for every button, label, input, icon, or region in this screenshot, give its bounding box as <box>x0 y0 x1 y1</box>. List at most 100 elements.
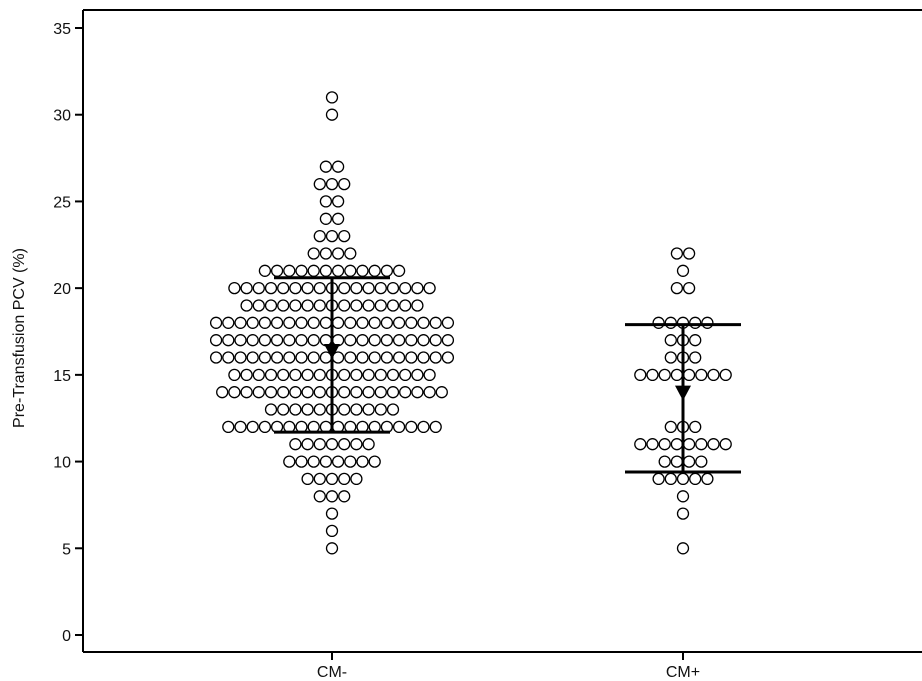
data-point <box>338 386 351 399</box>
data-point <box>682 281 696 295</box>
data-point <box>417 334 430 347</box>
data-point <box>689 334 702 347</box>
data-point <box>252 386 265 399</box>
data-point <box>313 438 326 451</box>
data-point <box>338 472 351 486</box>
data-point <box>682 368 696 382</box>
data-point <box>313 490 326 503</box>
data-point <box>362 386 375 399</box>
data-point <box>423 386 436 399</box>
y-tick-label: 35 <box>53 21 71 38</box>
data-point <box>356 334 369 347</box>
data-point <box>707 438 720 451</box>
y-tick-label: 20 <box>53 281 71 298</box>
data-point <box>356 316 369 329</box>
data-point <box>411 386 424 399</box>
data-point <box>386 299 400 312</box>
data-point <box>670 247 684 260</box>
data-point <box>264 299 278 312</box>
data-point <box>386 281 400 295</box>
data-point <box>283 316 296 329</box>
data-point <box>246 334 259 347</box>
data-point <box>319 247 333 260</box>
data-point <box>234 420 247 434</box>
data-point <box>689 420 702 434</box>
data-point <box>719 368 732 382</box>
data-point <box>676 490 690 503</box>
data-point <box>319 264 333 277</box>
data-point <box>283 455 296 468</box>
data-point <box>399 368 412 382</box>
y-axis-ticks: 0 5 10 15 20 25 30 35 <box>53 21 83 645</box>
data-point <box>307 334 320 347</box>
data-point <box>362 281 375 295</box>
data-point <box>380 316 394 329</box>
data-point <box>344 264 357 277</box>
data-point <box>664 420 677 434</box>
data-point <box>258 334 272 347</box>
data-point <box>701 472 714 486</box>
data-point <box>222 420 235 434</box>
data-point <box>386 368 400 382</box>
data-point <box>682 247 696 260</box>
data-point <box>429 316 442 329</box>
data-point <box>246 351 259 364</box>
data-point <box>252 299 265 312</box>
data-point <box>350 368 363 382</box>
data-point <box>307 247 320 260</box>
data-point <box>368 351 381 364</box>
data-point <box>338 403 351 416</box>
data-point <box>270 264 284 277</box>
data-point <box>435 386 448 399</box>
data-point <box>301 368 314 382</box>
data-point <box>209 316 223 329</box>
data-point <box>405 316 418 329</box>
data-point <box>350 299 363 312</box>
data-point <box>313 281 326 295</box>
data-point <box>338 368 351 382</box>
y-tick-label: 15 <box>53 368 71 385</box>
data-point <box>338 299 351 312</box>
mean-markers <box>324 344 691 401</box>
data-point <box>338 281 351 295</box>
data-point <box>258 316 272 329</box>
x-tick-label: CM- <box>317 664 347 681</box>
data-point <box>301 386 314 399</box>
data-point <box>331 247 345 260</box>
data-point <box>344 247 357 260</box>
data-point <box>689 472 702 486</box>
x-tick-label: CM+ <box>666 664 700 681</box>
data-point <box>216 386 229 399</box>
data-point <box>368 455 381 468</box>
y-tick-label: 25 <box>53 194 71 211</box>
data-point <box>307 316 320 329</box>
data-point <box>277 299 290 312</box>
data-point <box>429 351 442 364</box>
data-point <box>325 91 339 104</box>
data-point <box>307 351 320 364</box>
x-axis-labels: CM- CM+ <box>317 652 700 681</box>
data-point <box>689 351 702 364</box>
y-tick-label: 0 <box>62 628 71 645</box>
data-point <box>313 403 326 416</box>
data-point <box>368 264 381 277</box>
data-point <box>405 351 418 364</box>
data-point <box>240 368 253 382</box>
data-point <box>283 334 296 347</box>
data-point <box>222 351 235 364</box>
data-point <box>258 264 272 277</box>
data-point <box>313 299 326 312</box>
data-point <box>301 472 314 486</box>
data-point <box>676 472 690 486</box>
y-tick-label: 5 <box>62 541 71 558</box>
data-point <box>344 351 357 364</box>
data-point <box>331 316 345 329</box>
data-point <box>301 281 314 295</box>
data-point <box>331 455 345 468</box>
data-point <box>246 316 259 329</box>
data-point <box>411 368 424 382</box>
data-point <box>411 281 424 295</box>
data-point <box>646 368 659 382</box>
data-point <box>356 351 369 364</box>
